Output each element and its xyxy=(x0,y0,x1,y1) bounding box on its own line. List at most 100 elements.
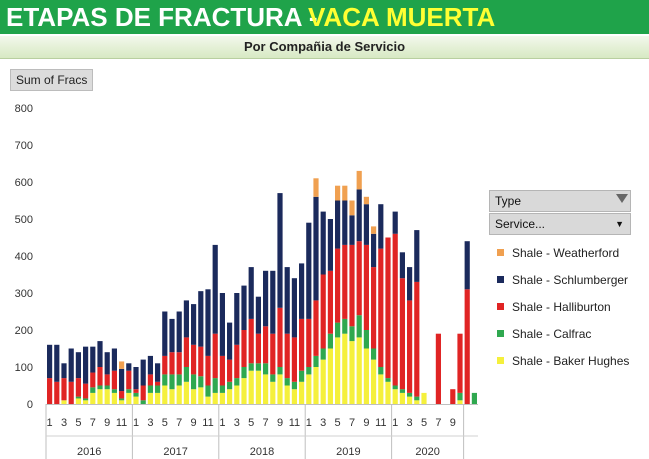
bar-segment xyxy=(61,378,67,401)
bar-segment xyxy=(119,400,125,404)
bar-segment xyxy=(407,396,413,404)
bar-segment xyxy=(356,337,362,404)
bar-segment xyxy=(198,291,204,347)
bar-segment xyxy=(255,363,261,371)
bar-segment xyxy=(414,230,420,282)
bar-segment xyxy=(97,385,103,390)
bar-segment xyxy=(371,233,377,268)
bar-segment xyxy=(133,389,139,393)
bar-segment xyxy=(191,389,197,404)
title-banner: ETAPAS DE FRACTURA - VACA MUERTA xyxy=(0,0,649,34)
bar-segment xyxy=(75,352,81,379)
bar-segment xyxy=(147,392,153,404)
legend-item[interactable]: Shale - Calfrac xyxy=(489,320,631,347)
bar-segment xyxy=(392,385,398,390)
bar-segment xyxy=(407,267,413,301)
bar-segment xyxy=(140,385,146,401)
x-tick-label: 5 xyxy=(162,417,168,429)
bar-segment xyxy=(176,385,182,404)
legend-item[interactable]: Shale - Halliburton xyxy=(489,293,631,320)
bar-segment xyxy=(248,363,254,371)
bar-segment xyxy=(83,398,89,401)
bar-segment xyxy=(227,381,233,390)
x-tick-label: 9 xyxy=(191,417,197,429)
bar-segment xyxy=(327,348,333,404)
bar-segment xyxy=(270,333,276,375)
x-tick-label: 5 xyxy=(421,417,427,429)
bar-segment xyxy=(263,363,269,375)
x-tick-label: 9 xyxy=(277,417,283,429)
bar-segment xyxy=(155,392,161,404)
x-tick-label: 7 xyxy=(435,417,441,429)
bar-segment xyxy=(133,367,139,390)
year-label: 2019 xyxy=(336,446,360,458)
bar-segment xyxy=(162,355,168,375)
bar-segment xyxy=(97,341,103,367)
legend-item[interactable]: Shale - Weatherford xyxy=(489,239,631,266)
bar-segment xyxy=(342,200,348,245)
type-field-header[interactable]: Type xyxy=(489,190,631,212)
x-tick-label: 3 xyxy=(61,417,67,429)
bar-segment xyxy=(342,333,348,404)
bar-segment xyxy=(378,367,384,375)
x-tick-label: 3 xyxy=(234,417,240,429)
bar-segment xyxy=(248,318,254,364)
bar-segment xyxy=(90,387,96,393)
service-filter-dropdown[interactable]: Service... ▼ xyxy=(489,213,631,235)
bar-segment xyxy=(327,219,333,271)
bar-segment xyxy=(169,318,175,353)
x-tick-label: 3 xyxy=(320,417,326,429)
bar-segment xyxy=(457,333,463,393)
bar-segment xyxy=(227,389,233,404)
x-tick-label: 5 xyxy=(248,417,254,429)
bar-segment xyxy=(90,346,96,373)
legend-item[interactable]: Shale - Baker Hughes xyxy=(489,347,631,374)
x-tick-label: 11 xyxy=(116,417,127,429)
bar-segment xyxy=(327,333,333,349)
bar-segment xyxy=(111,348,117,371)
bar-segment xyxy=(83,383,89,399)
bar-segment xyxy=(104,352,110,375)
bar-segment xyxy=(320,274,326,349)
bar-segment xyxy=(119,368,125,392)
x-tick-label: 3 xyxy=(407,417,413,429)
bar-segment xyxy=(263,270,269,327)
bar-segment xyxy=(306,367,312,375)
bar-segment xyxy=(155,363,161,382)
bar-segment xyxy=(155,381,161,386)
bar-segment xyxy=(191,304,197,345)
legend-swatch-icon xyxy=(497,249,504,256)
bar-segment xyxy=(183,381,189,404)
x-tick-label: 3 xyxy=(147,417,153,429)
legend-item-label: Shale - Baker Hughes xyxy=(512,353,630,368)
bar-segment xyxy=(299,263,305,319)
bar-segment xyxy=(385,381,391,404)
bar-segment xyxy=(349,244,355,327)
bar-segment xyxy=(349,215,355,245)
bar-segment xyxy=(277,374,283,404)
filter-funnel-icon[interactable] xyxy=(616,194,628,203)
bar-segment xyxy=(90,392,96,404)
bar-segment xyxy=(205,289,211,356)
year-label: 2017 xyxy=(163,446,187,458)
bar-segment xyxy=(169,389,175,404)
bar-segment xyxy=(205,396,211,404)
bar-segment xyxy=(299,370,305,382)
bar-segment xyxy=(219,293,225,356)
legend-item[interactable]: Shale - Schlumberger xyxy=(489,266,631,293)
bar-segment xyxy=(47,344,53,379)
bar-segment xyxy=(471,392,477,404)
bar-segment xyxy=(399,252,405,279)
year-label: 2018 xyxy=(250,446,274,458)
bar-segment xyxy=(284,378,290,386)
bar-segment xyxy=(421,392,427,404)
bar-segment xyxy=(61,363,67,379)
legend-items: Shale - Weatherford Shale - Schlumberger S… xyxy=(489,239,631,374)
bar-segment xyxy=(227,322,233,360)
sum-of-fracs-field-button[interactable]: Sum of Fracs xyxy=(10,69,94,91)
x-tick-label: 1 xyxy=(133,417,139,429)
dropdown-arrow-icon[interactable]: ▼ xyxy=(615,219,624,229)
chart-subtitle: Por Compañia de Servicio xyxy=(243,39,406,54)
legend-item-label: Shale - Schlumberger xyxy=(512,272,629,287)
bar-segment xyxy=(291,278,297,338)
